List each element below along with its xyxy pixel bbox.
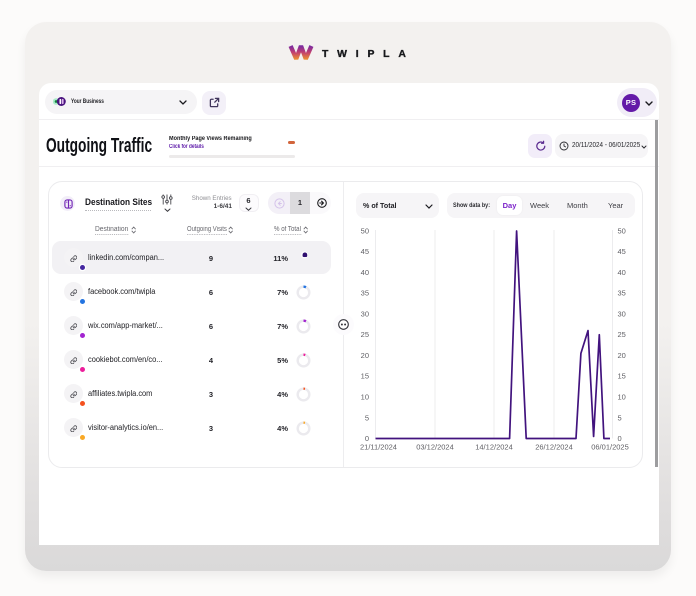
svg-text:10: 10 xyxy=(361,393,369,402)
svg-text:15: 15 xyxy=(618,372,626,381)
svg-text:26/12/2024: 26/12/2024 xyxy=(535,443,573,452)
svg-text:10: 10 xyxy=(618,393,626,402)
svg-text:14/12/2024: 14/12/2024 xyxy=(475,443,513,452)
svg-text:06/01/2025: 06/01/2025 xyxy=(591,443,629,452)
svg-text:25: 25 xyxy=(361,330,369,339)
svg-text:25: 25 xyxy=(618,330,626,339)
svg-text:5: 5 xyxy=(365,413,369,422)
svg-text:03/12/2024: 03/12/2024 xyxy=(416,443,454,452)
svg-text:35: 35 xyxy=(361,289,369,298)
svg-text:20: 20 xyxy=(618,351,626,360)
svg-text:15: 15 xyxy=(361,372,369,381)
svg-text:30: 30 xyxy=(618,309,626,318)
svg-text:50: 50 xyxy=(618,226,626,235)
svg-text:35: 35 xyxy=(618,289,626,298)
svg-text:40: 40 xyxy=(361,268,369,277)
svg-text:40: 40 xyxy=(618,268,626,277)
svg-text:45: 45 xyxy=(361,247,369,256)
svg-text:TWIPLA: TWIPLA xyxy=(322,49,410,60)
svg-text:5: 5 xyxy=(618,413,622,422)
svg-text:45: 45 xyxy=(618,247,626,256)
svg-text:50: 50 xyxy=(361,226,369,235)
svg-text:20: 20 xyxy=(361,351,369,360)
svg-text:21/11/2024: 21/11/2024 xyxy=(360,443,397,452)
svg-text:0: 0 xyxy=(618,434,622,443)
svg-text:30: 30 xyxy=(361,309,369,318)
svg-text:0: 0 xyxy=(365,434,369,443)
